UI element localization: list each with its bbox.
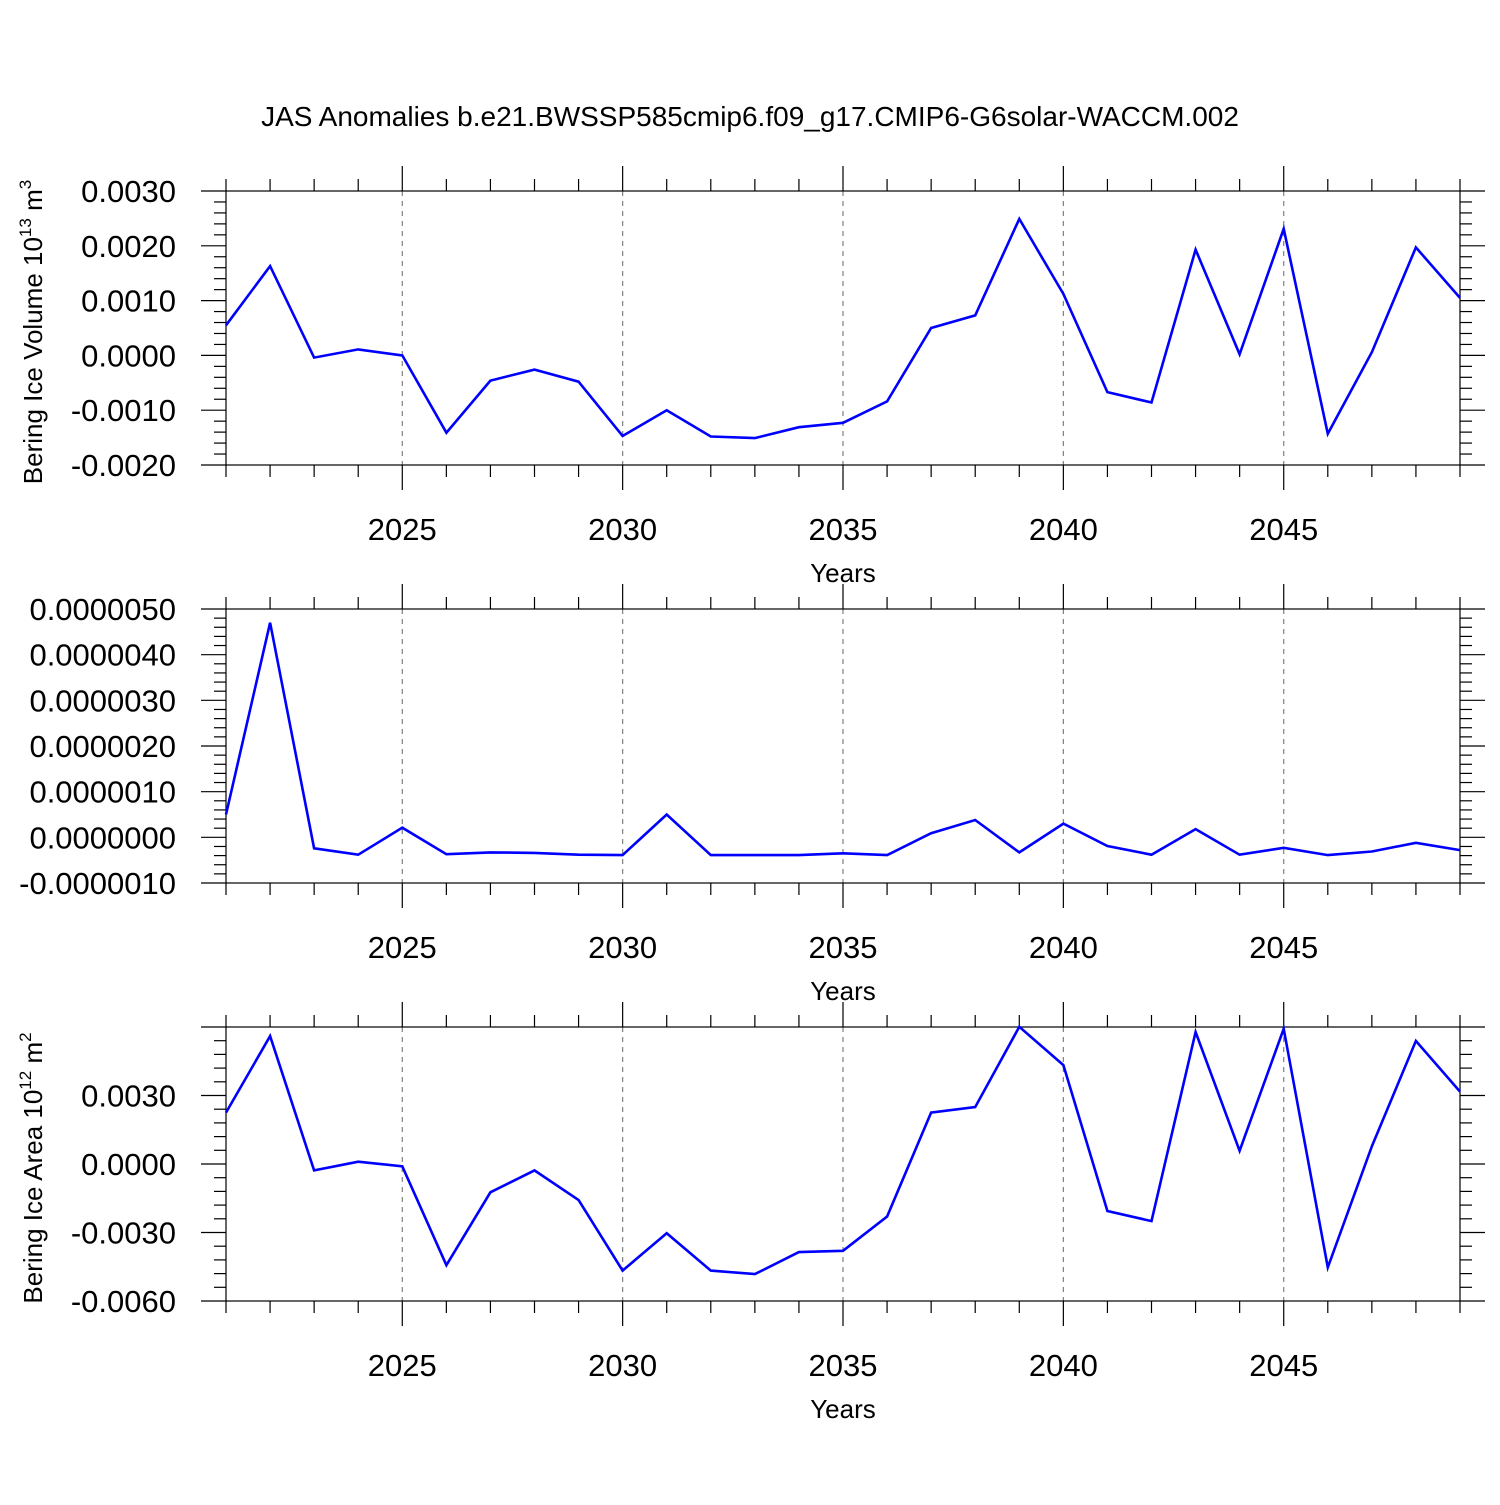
y-axis-title-superscript: 2	[16, 1032, 35, 1041]
y-tick-label: 0.0030	[81, 1079, 176, 1114]
x-tick-label: 2030	[588, 512, 657, 547]
x-axis-title: Years	[810, 976, 876, 1006]
y-axis-title: Bering Ice Volume 1013 m3	[16, 180, 48, 484]
x-tick-label: 2025	[368, 1348, 437, 1383]
y-tick-label: 0.0010	[81, 284, 176, 319]
y-axis-title-superscript: 13	[16, 218, 35, 237]
y-tick-label: 0.0000000	[29, 820, 176, 855]
y-tick-label: 0.0000030	[29, 683, 176, 718]
x-tick-label: 2045	[1249, 1348, 1318, 1383]
x-axis-title: Years	[810, 558, 876, 588]
chart-panel-3: -0.0060 -0.0030 0.0000 0.0030 2025 2030 2035 20…	[16, 1002, 1485, 1424]
x-tick-label: 2040	[1029, 512, 1098, 547]
chart-panel-1: -0.0020 -0.0010 0.0000 0.0010 0.0020 0.0030 20…	[16, 166, 1485, 588]
x-tick-label: 2030	[588, 930, 657, 965]
chart-panel-2: -0.0000010 0.0000000 0.0000010 0.0000020 0.0…	[19, 584, 1485, 1006]
x-axis-title: Years	[810, 1394, 876, 1424]
y-tick-label: 0.0000	[81, 338, 176, 373]
x-tick-label: 2025	[368, 930, 437, 965]
chart-title: JAS Anomalies b.e21.BWSSP585cmip6.f09_g1…	[261, 101, 1239, 132]
x-tick-label: 2030	[588, 1348, 657, 1383]
y-tick-label: 0.0020	[81, 229, 176, 264]
x-tick-label: 2035	[809, 1348, 878, 1383]
y-axis-title-text: Bering Ice Area 10	[18, 1090, 48, 1304]
series-line	[224, 216, 1461, 440]
y-axis-title-superscript: 3	[16, 180, 35, 189]
y-axis-title-superscript: 12	[16, 1071, 35, 1090]
x-tick-label: 2040	[1029, 1348, 1098, 1383]
y-tick-label: -0.0020	[71, 448, 176, 483]
y-tick-label: -0.0010	[71, 393, 176, 428]
y-tick-label: -0.0060	[71, 1284, 176, 1319]
x-tick-label: 2025	[368, 512, 437, 547]
y-tick-label: 0.0000020	[29, 729, 176, 764]
x-tick-label: 2035	[809, 930, 878, 965]
x-tick-label: 2040	[1029, 930, 1098, 965]
y-tick-label: 0.0030	[81, 174, 176, 209]
y-axis-title-text: Bering Ice Volume 10	[18, 237, 48, 484]
y-tick-label: 0.0000010	[29, 775, 176, 810]
y-tick-label: -0.0000010	[19, 866, 176, 901]
y-axis-title-text: m	[18, 1042, 48, 1071]
series-line	[224, 1023, 1461, 1276]
x-tick-label: 2045	[1249, 930, 1318, 965]
y-axis-title-text: m	[18, 189, 48, 218]
y-tick-label: 0.0000	[81, 1147, 176, 1182]
x-tick-label: 2035	[809, 512, 878, 547]
y-tick-label: 0.0000040	[29, 638, 176, 673]
y-axis-title: Bering Ice Area 1012 m2	[16, 1032, 48, 1303]
x-tick-label: 2045	[1249, 512, 1318, 547]
series-line	[224, 622, 1461, 857]
y-tick-label: -0.0030	[71, 1216, 176, 1251]
y-tick-label: 0.0000050	[29, 592, 176, 627]
